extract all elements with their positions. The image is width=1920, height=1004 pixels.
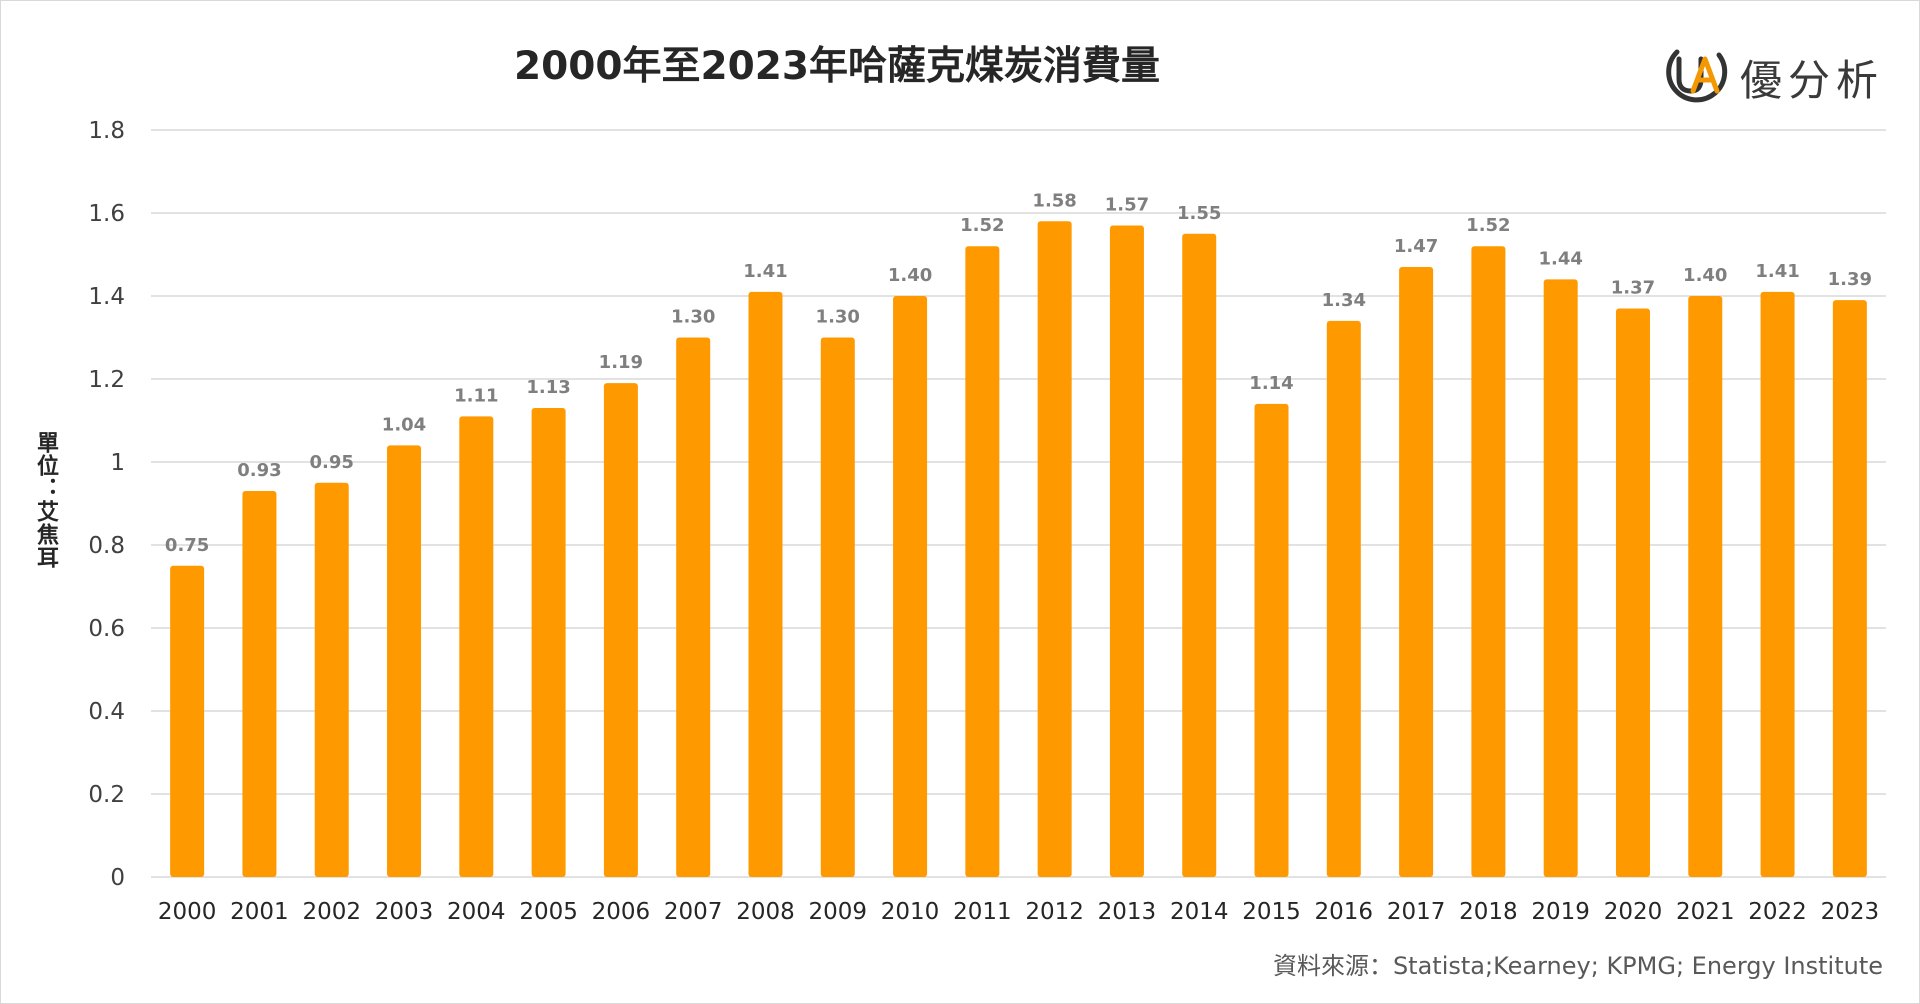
x-tick-label: 2016 <box>1315 899 1374 925</box>
y-tick-label: 0.4 <box>88 699 125 725</box>
bar <box>459 416 494 877</box>
logo-text: 優分析 <box>1740 56 1885 105</box>
x-tick-label: 2003 <box>375 899 434 925</box>
data-label: 1.55 <box>1177 203 1221 224</box>
chart-title: 2000年至2023年哈薩克煤炭消費量 <box>513 44 1161 89</box>
bar <box>170 565 205 877</box>
bar <box>387 445 422 877</box>
y-tick-label: 1.4 <box>88 284 125 310</box>
data-label: 0.95 <box>310 452 354 473</box>
x-tick-label: 2019 <box>1531 899 1590 925</box>
data-label: 1.13 <box>526 377 570 398</box>
bar <box>1543 279 1578 877</box>
bar <box>314 482 349 877</box>
data-label: 1.11 <box>454 385 498 406</box>
x-tick-label: 2011 <box>953 899 1012 925</box>
data-label: 1.30 <box>671 307 715 328</box>
bar <box>1326 320 1361 877</box>
data-label: 1.30 <box>816 307 860 328</box>
data-label: 1.44 <box>1538 248 1582 269</box>
bar <box>1832 300 1867 877</box>
logo: 優分析 <box>1657 39 1897 109</box>
x-tick-label: 2017 <box>1387 899 1446 925</box>
data-label: 1.41 <box>743 261 787 282</box>
bar <box>1399 266 1434 877</box>
data-label: 1.57 <box>1105 194 1149 215</box>
bar <box>1688 296 1723 877</box>
x-tick-label: 2002 <box>302 899 361 925</box>
x-tick-label: 2000 <box>158 899 217 925</box>
data-label: 0.75 <box>165 535 209 556</box>
x-tick-label: 2013 <box>1098 899 1157 925</box>
bar <box>242 491 277 877</box>
x-tick-label: 2015 <box>1242 899 1301 925</box>
logo-mark-icon <box>1666 49 1728 103</box>
bar <box>893 296 928 877</box>
y-tick-label: 0.8 <box>88 533 125 559</box>
data-label: 1.52 <box>1466 215 1510 236</box>
data-label: 1.34 <box>1322 290 1366 311</box>
data-label: 1.37 <box>1611 277 1655 298</box>
data-label: 1.04 <box>382 414 426 435</box>
y-tick-label: 0.6 <box>88 616 125 642</box>
source-note: 資料來源：Statista;Kearney; KPMG; Energy Inst… <box>1272 952 1883 980</box>
y-tick-label: 1.2 <box>88 367 125 393</box>
data-label: 0.93 <box>237 460 281 481</box>
data-label: 1.52 <box>960 215 1004 236</box>
bar <box>820 337 855 877</box>
x-tick-label: 2021 <box>1676 899 1735 925</box>
x-tick-label: 2005 <box>519 899 578 925</box>
x-tick-label: 2018 <box>1459 899 1518 925</box>
bar <box>1109 225 1144 877</box>
bar <box>1254 403 1289 877</box>
bar <box>1182 233 1217 877</box>
bar <box>603 383 638 877</box>
data-label: 1.41 <box>1755 261 1799 282</box>
x-tick-label: 2008 <box>736 899 795 925</box>
bar <box>1471 246 1506 877</box>
bar <box>1037 221 1072 878</box>
bar <box>748 291 783 878</box>
bar <box>531 408 566 877</box>
x-tick-label: 2006 <box>592 899 651 925</box>
bar <box>676 337 711 877</box>
data-label: 1.19 <box>599 352 643 373</box>
x-tick-label: 2009 <box>808 899 867 925</box>
x-tick-label: 2010 <box>881 899 940 925</box>
x-tick-label: 2004 <box>447 899 506 925</box>
bar <box>1615 308 1650 877</box>
x-tick-label: 2023 <box>1821 899 1880 925</box>
y-tick-label: 0 <box>110 865 125 891</box>
data-label: 1.47 <box>1394 236 1438 257</box>
data-label: 1.39 <box>1828 269 1872 290</box>
y-tick-label: 0.2 <box>88 782 125 808</box>
data-label: 1.40 <box>888 265 932 286</box>
y-tick-label: 1 <box>110 450 125 476</box>
y-axis-label: 單位：艾焦耳 <box>33 431 58 569</box>
data-label: 1.58 <box>1032 190 1076 211</box>
data-label: 1.40 <box>1683 265 1727 286</box>
x-tick-label: 2007 <box>664 899 723 925</box>
x-tick-label: 2012 <box>1025 899 1084 925</box>
y-tick-label: 1.6 <box>88 201 125 227</box>
x-tick-label: 2022 <box>1748 899 1807 925</box>
bar <box>1760 291 1795 878</box>
data-label: 1.14 <box>1249 373 1293 394</box>
y-tick-label: 1.8 <box>88 118 125 144</box>
x-tick-label: 2014 <box>1170 899 1229 925</box>
bar <box>965 246 1000 877</box>
x-tick-label: 2020 <box>1604 899 1663 925</box>
x-tick-label: 2001 <box>230 899 289 925</box>
